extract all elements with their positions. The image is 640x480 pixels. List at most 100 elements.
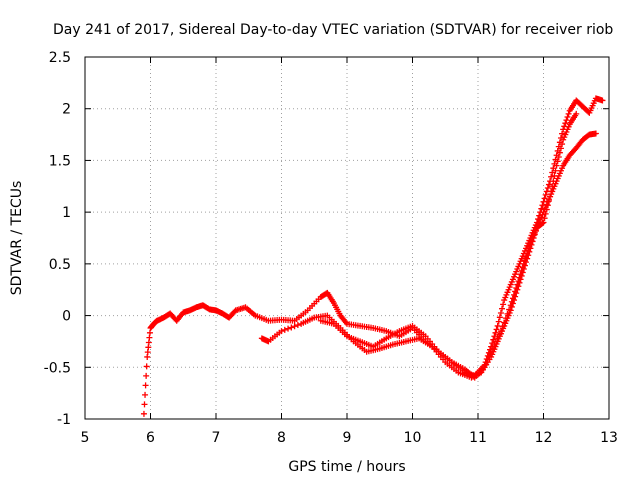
data-point bbox=[497, 309, 504, 316]
data-point bbox=[142, 382, 149, 389]
y-tick-label: 0 bbox=[62, 309, 71, 325]
data-point bbox=[489, 345, 496, 352]
data-point bbox=[519, 264, 526, 271]
chart-title: Day 241 of 2017, Sidereal Day-to-day VTE… bbox=[53, 22, 613, 38]
data-point bbox=[495, 318, 502, 325]
y-tick-label: 2.5 bbox=[49, 50, 71, 66]
data-point bbox=[512, 288, 519, 295]
x-tick-label: 8 bbox=[277, 430, 286, 446]
data-point bbox=[526, 243, 533, 250]
data-point bbox=[488, 348, 495, 355]
y-tick-label: -0.5 bbox=[44, 360, 71, 376]
data-point bbox=[538, 205, 545, 212]
data-point bbox=[554, 158, 561, 165]
data-point bbox=[501, 319, 508, 326]
data-point bbox=[557, 145, 564, 152]
x-tick-labels: 5 6 7 8 9 10 11 12 13 bbox=[81, 430, 618, 446]
y-axis-title: SDTVAR / TECUs bbox=[9, 181, 25, 296]
data-point bbox=[548, 173, 555, 180]
data-point bbox=[143, 363, 150, 370]
data-point bbox=[496, 331, 503, 338]
data-point bbox=[564, 113, 571, 120]
data-point bbox=[573, 110, 580, 117]
y-tick-label: 2 bbox=[62, 102, 71, 118]
x-tick-label: 5 bbox=[81, 430, 90, 446]
data-point bbox=[496, 314, 503, 321]
data-point bbox=[294, 322, 301, 329]
data-point bbox=[517, 271, 524, 278]
data-point bbox=[523, 253, 530, 260]
data-point bbox=[491, 333, 498, 340]
data-point bbox=[513, 284, 520, 291]
data-point bbox=[140, 410, 147, 417]
data-point bbox=[499, 323, 506, 330]
data-point bbox=[547, 193, 554, 200]
data-point bbox=[508, 298, 515, 305]
data-point bbox=[521, 257, 528, 264]
data-point bbox=[511, 291, 518, 298]
data-point bbox=[142, 391, 149, 398]
data-point bbox=[492, 329, 499, 336]
data-point bbox=[291, 323, 298, 330]
data-point bbox=[506, 306, 513, 313]
x-tick-label: 9 bbox=[343, 430, 352, 446]
data-point bbox=[520, 260, 527, 267]
x-tick-label: 12 bbox=[535, 430, 553, 446]
y-tick-label: -1 bbox=[57, 412, 71, 428]
data-point bbox=[518, 267, 525, 274]
data-point bbox=[514, 281, 521, 288]
data-point bbox=[288, 324, 295, 331]
y-tick-label: 0.5 bbox=[49, 257, 71, 273]
data-point bbox=[553, 162, 560, 169]
data-point bbox=[544, 185, 551, 192]
data-point bbox=[599, 97, 606, 104]
data-point bbox=[556, 149, 563, 156]
y-tick-label: 1.5 bbox=[49, 153, 71, 169]
data-point bbox=[544, 202, 551, 209]
data-point bbox=[545, 197, 552, 204]
data-point bbox=[559, 130, 566, 137]
data-point bbox=[507, 302, 514, 309]
data-point bbox=[545, 181, 552, 188]
data-point bbox=[542, 191, 549, 198]
data-point bbox=[502, 315, 509, 322]
data-point bbox=[552, 167, 559, 174]
data-point bbox=[143, 372, 150, 379]
data-point bbox=[499, 305, 506, 312]
data-point bbox=[592, 130, 599, 137]
data-point bbox=[525, 247, 532, 254]
plot-frame bbox=[84, 56, 610, 420]
data-point bbox=[542, 210, 549, 217]
data-point bbox=[539, 202, 546, 209]
data-point bbox=[562, 120, 569, 127]
data-point bbox=[541, 195, 548, 202]
x-tick-label: 7 bbox=[212, 430, 221, 446]
data-point bbox=[504, 310, 511, 317]
data-point bbox=[141, 401, 148, 408]
data-point bbox=[494, 334, 501, 341]
data-point bbox=[515, 278, 522, 285]
data-point bbox=[493, 338, 500, 345]
data-point bbox=[516, 274, 523, 281]
data-point bbox=[540, 219, 547, 226]
y-tick-label: 1 bbox=[62, 205, 71, 221]
data-point bbox=[494, 322, 501, 329]
data-points bbox=[140, 95, 606, 417]
data-point bbox=[549, 169, 556, 176]
data-point bbox=[500, 301, 507, 308]
data-point bbox=[565, 110, 572, 117]
x-tick-label: 13 bbox=[600, 430, 618, 446]
x-tick-label: 11 bbox=[469, 430, 487, 446]
data-point bbox=[548, 188, 555, 195]
data-point bbox=[493, 326, 500, 333]
data-point bbox=[497, 328, 504, 335]
data-point bbox=[278, 328, 285, 335]
y-tick-labels: -1 -0.5 0 0.5 1 1.5 2 2.5 bbox=[44, 50, 71, 428]
x-tick-label: 10 bbox=[404, 430, 422, 446]
data-point bbox=[563, 117, 570, 124]
data-point bbox=[491, 341, 498, 348]
data-point bbox=[550, 178, 557, 185]
data-point bbox=[509, 295, 516, 302]
